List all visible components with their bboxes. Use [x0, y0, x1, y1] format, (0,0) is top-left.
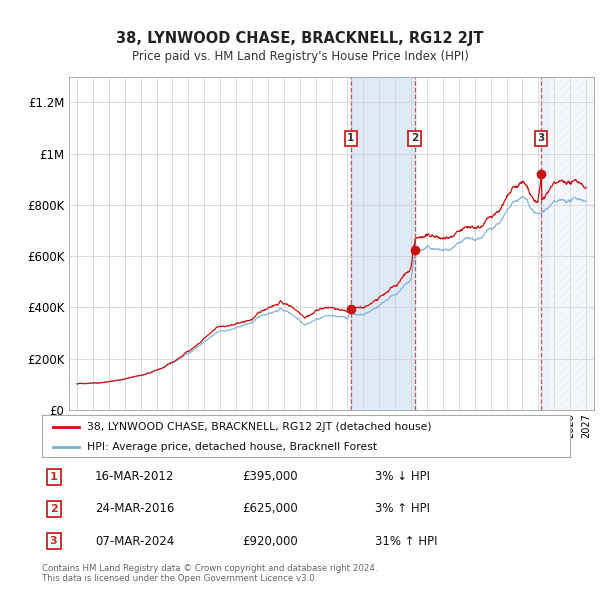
Text: 16-MAR-2012: 16-MAR-2012 — [95, 470, 174, 483]
Text: £395,000: £395,000 — [242, 470, 298, 483]
Text: 1: 1 — [50, 472, 58, 482]
Text: 2: 2 — [411, 133, 418, 143]
Text: 3: 3 — [50, 536, 58, 546]
Bar — [351, 77, 415, 410]
Text: 3: 3 — [538, 133, 545, 143]
Text: 1: 1 — [347, 133, 355, 143]
Text: HPI: Average price, detached house, Bracknell Forest: HPI: Average price, detached house, Brac… — [87, 442, 377, 451]
Text: This data is licensed under the Open Government Licence v3.0.: This data is licensed under the Open Gov… — [42, 574, 317, 583]
Text: 07-MAR-2024: 07-MAR-2024 — [95, 535, 174, 548]
Text: 31% ↑ HPI: 31% ↑ HPI — [374, 535, 437, 548]
Text: 2: 2 — [50, 504, 58, 514]
Text: 3% ↓ HPI: 3% ↓ HPI — [374, 470, 430, 483]
Bar — [541, 77, 548, 410]
Text: Price paid vs. HM Land Registry's House Price Index (HPI): Price paid vs. HM Land Registry's House … — [131, 50, 469, 63]
Text: £625,000: £625,000 — [242, 502, 298, 516]
Text: 24-MAR-2016: 24-MAR-2016 — [95, 502, 174, 516]
Text: 3% ↑ HPI: 3% ↑ HPI — [374, 502, 430, 516]
Text: Contains HM Land Registry data © Crown copyright and database right 2024.: Contains HM Land Registry data © Crown c… — [42, 563, 377, 572]
Text: 38, LYNWOOD CHASE, BRACKNELL, RG12 2JT (detached house): 38, LYNWOOD CHASE, BRACKNELL, RG12 2JT (… — [87, 422, 431, 432]
Text: £920,000: £920,000 — [242, 535, 298, 548]
Bar — [548, 77, 594, 410]
Text: 38, LYNWOOD CHASE, BRACKNELL, RG12 2JT: 38, LYNWOOD CHASE, BRACKNELL, RG12 2JT — [116, 31, 484, 46]
